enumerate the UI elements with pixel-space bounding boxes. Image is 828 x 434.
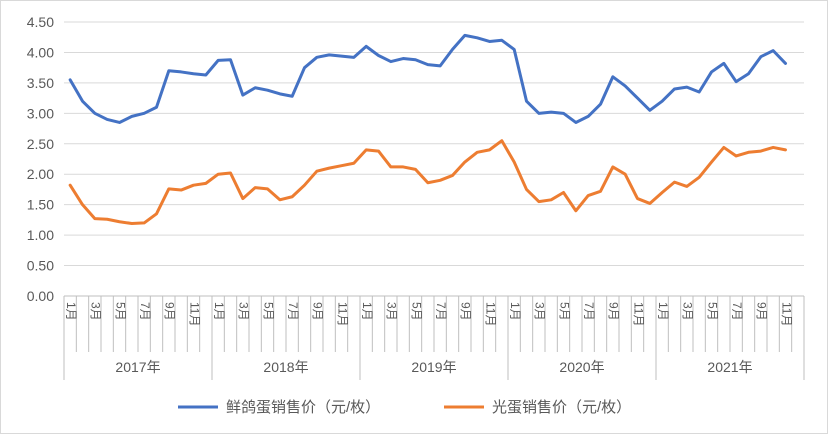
x-month-label: 3月 [385, 302, 399, 321]
x-month-label: 5月 [557, 302, 571, 321]
y-tick-label: 4.50 [27, 14, 54, 30]
x-month-label: 1月 [212, 302, 226, 321]
x-month-label: 9月 [311, 302, 325, 321]
legend-label: 光蛋销售价（元/枚） [492, 399, 631, 416]
x-month-label: 5月 [705, 302, 719, 321]
x-month-label: 7月 [582, 302, 596, 321]
x-month-label: 5月 [113, 302, 127, 321]
x-year-label: 2019年 [411, 359, 456, 375]
x-month-label: 5月 [261, 302, 275, 321]
x-month-label: 11月 [779, 302, 793, 326]
x-month-label: 9月 [755, 302, 769, 321]
x-month-label: 11月 [187, 302, 201, 326]
legend-label: 鲜鸽蛋销售价（元/枚） [226, 399, 380, 416]
y-tick-label: 1.00 [27, 227, 54, 243]
x-month-label: 11月 [631, 302, 645, 326]
y-tick-label: 0.00 [27, 288, 54, 304]
x-year-label: 2020年 [559, 359, 604, 375]
x-month-label: 11月 [335, 302, 349, 326]
x-month-label: 9月 [459, 302, 473, 321]
x-month-label: 9月 [607, 302, 621, 321]
x-month-label: 9月 [163, 302, 177, 321]
y-tick-label: 1.50 [27, 197, 54, 213]
x-year-label: 2017年 [115, 359, 160, 375]
x-year-label: 2021年 [707, 359, 752, 375]
x-month-label: 7月 [730, 302, 744, 321]
x-year-label: 2018年 [263, 359, 308, 375]
y-tick-label: 4.00 [27, 44, 54, 60]
y-tick-label: 2.50 [27, 136, 54, 152]
x-month-label: 5月 [409, 302, 423, 321]
x-month-label: 3月 [237, 302, 251, 321]
y-tick-label: 2.00 [27, 166, 54, 182]
x-month-label: 7月 [286, 302, 300, 321]
x-month-label: 3月 [533, 302, 547, 321]
x-month-label: 11月 [483, 302, 497, 326]
x-month-label: 3月 [89, 302, 103, 321]
y-tick-label: 0.50 [27, 258, 54, 274]
x-month-label: 7月 [434, 302, 448, 321]
y-tick-label: 3.00 [27, 105, 54, 121]
x-month-label: 1月 [508, 302, 522, 321]
series-line-1 [68, 33, 787, 124]
x-month-label: 7月 [138, 302, 152, 321]
x-month-label: 1月 [656, 302, 670, 321]
x-month-label: 1月 [64, 302, 78, 321]
x-month-label: 1月 [360, 302, 374, 321]
series-line-2 [68, 139, 787, 226]
y-tick-label: 3.50 [27, 75, 54, 91]
x-month-label: 3月 [681, 302, 695, 321]
